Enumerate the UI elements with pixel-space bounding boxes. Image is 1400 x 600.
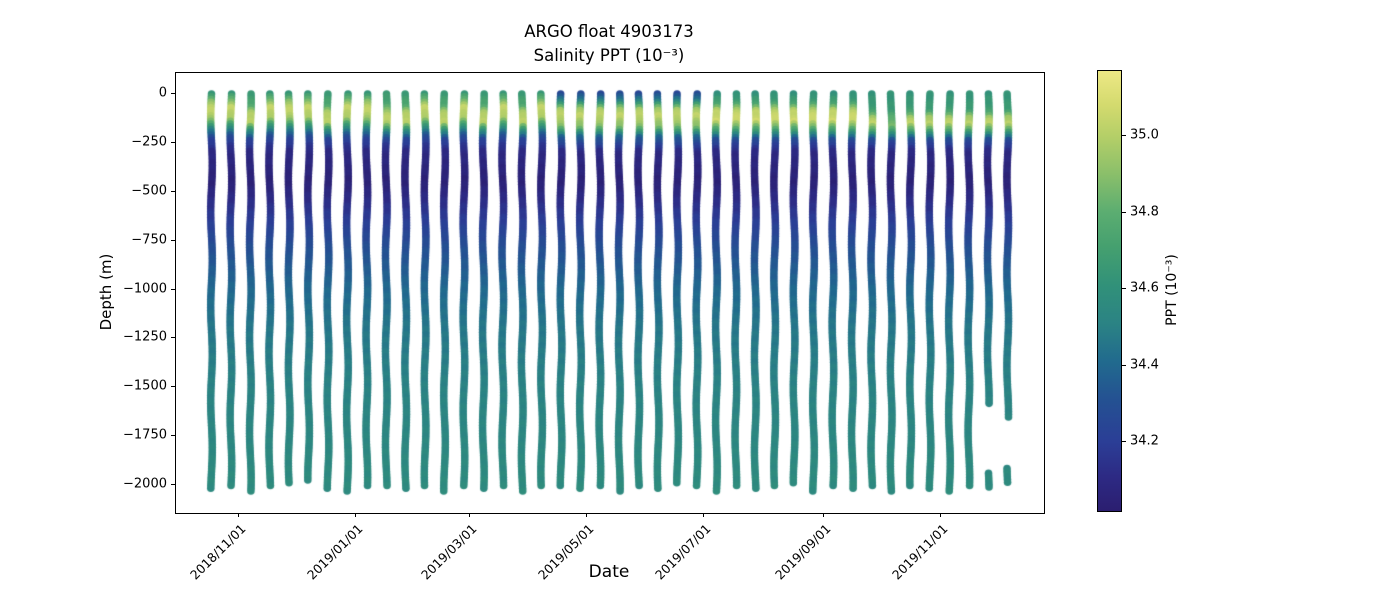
x-tick-label: 2019/07/01 xyxy=(652,521,715,583)
y-tick-mark xyxy=(171,386,175,388)
x-tick-label: 2018/11/01 xyxy=(187,521,249,583)
y-tick-label: −1500 xyxy=(123,378,167,394)
y-tick-mark xyxy=(171,484,175,486)
x-tick-mark xyxy=(355,513,357,517)
colorbar-tick-label: 34.8 xyxy=(1130,204,1159,220)
x-tick-mark xyxy=(822,513,824,517)
y-tick-label: 0 xyxy=(158,85,167,101)
y-tick-label: −1000 xyxy=(123,281,167,297)
colorbar-tick-label: 34.2 xyxy=(1130,433,1159,449)
plot-area xyxy=(175,72,1045,514)
colorbar-label: PPT (10⁻³) xyxy=(1164,254,1180,326)
chart-title-block: ARGO float 4903173 Salinity PPT (10⁻³) xyxy=(175,20,1043,68)
x-tick-label: 2019/01/01 xyxy=(304,521,366,583)
colorbar-tick-mark xyxy=(1122,288,1126,290)
x-tick-label: 2019/09/01 xyxy=(771,521,834,583)
x-tick-label: 2019/11/01 xyxy=(889,521,951,583)
y-tick-label: −1750 xyxy=(123,427,167,443)
y-tick-mark xyxy=(171,239,175,241)
colorbar-tick-label: 34.4 xyxy=(1130,357,1159,373)
profiles-canvas xyxy=(176,73,1044,513)
chart-subtitle: Salinity PPT (10⁻³) xyxy=(533,46,685,65)
y-tick-label: −750 xyxy=(131,232,167,248)
x-tick-mark xyxy=(703,513,705,517)
x-tick-mark xyxy=(468,513,470,517)
colorbar-tick-mark xyxy=(1122,441,1126,443)
y-tick-mark xyxy=(171,337,175,339)
colorbar-tick-mark xyxy=(1122,364,1126,366)
y-tick-label: −1250 xyxy=(123,329,167,345)
y-tick-label: −250 xyxy=(131,134,167,150)
x-tick-mark xyxy=(939,513,941,517)
x-tick-label: 2019/03/01 xyxy=(417,521,480,583)
y-tick-mark xyxy=(171,141,175,143)
colorbar-tick-mark xyxy=(1122,211,1126,213)
y-axis-label: Depth (m) xyxy=(97,253,115,331)
y-tick-label: −500 xyxy=(131,183,167,199)
y-tick-mark xyxy=(171,93,175,94)
x-tick-mark xyxy=(238,513,239,517)
y-tick-mark xyxy=(171,288,175,290)
y-tick-mark xyxy=(171,435,175,437)
y-tick-label: −2000 xyxy=(123,476,167,492)
colorbar-tick-mark xyxy=(1122,135,1126,137)
chart-title: ARGO float 4903173 xyxy=(524,22,694,41)
x-tick-mark xyxy=(586,513,588,517)
y-tick-mark xyxy=(171,190,175,192)
colorbar-tick-label: 34.6 xyxy=(1130,280,1159,296)
colorbar xyxy=(1097,70,1122,512)
colorbar-tick-label: 35.0 xyxy=(1130,127,1159,143)
x-axis-label: Date xyxy=(588,562,630,582)
x-tick-label: 2019/05/01 xyxy=(535,521,597,583)
